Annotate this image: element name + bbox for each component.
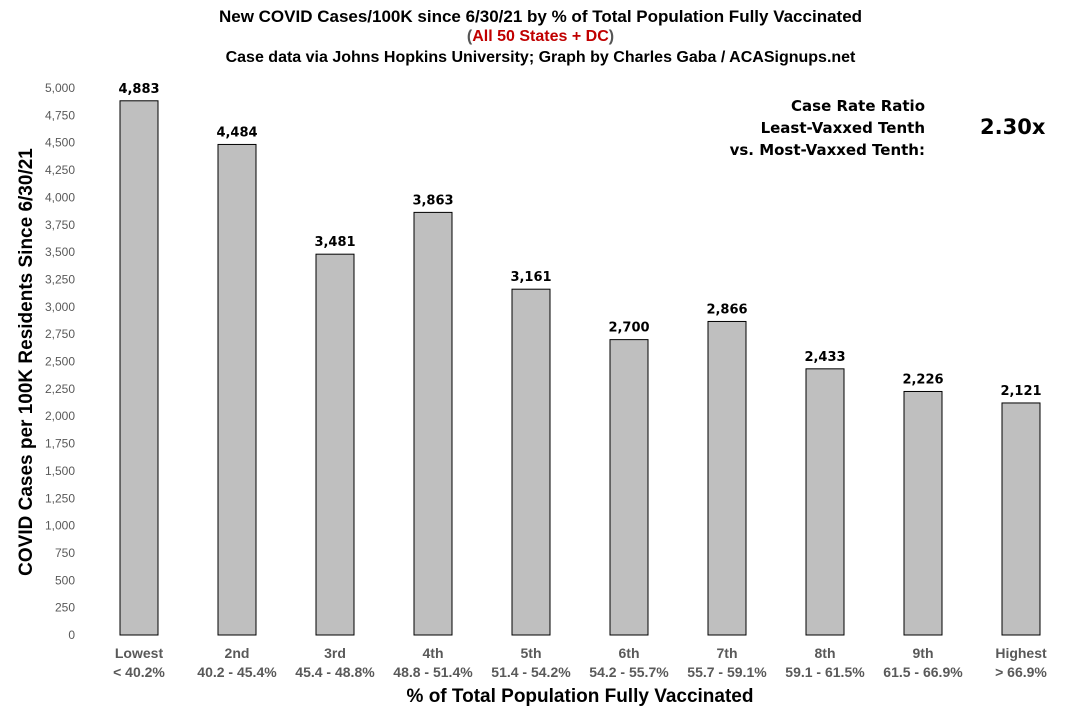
x-category-label: Lowest (115, 645, 164, 661)
y-axis-title: COVID Cases per 100K Residents Since 6/3… (16, 148, 37, 576)
subtitle-scope: All 50 States + DC (472, 28, 609, 45)
bar (119, 100, 159, 636)
y-tick-label: 2,500 (45, 355, 75, 369)
y-tick-label: 4,250 (45, 163, 75, 177)
chart-credit: Case data via Johns Hopkins University; … (225, 49, 856, 66)
x-axis-title: % of Total Population Fully Vaccinated (407, 686, 754, 707)
y-tick-label: 3,750 (45, 218, 75, 232)
x-category-label: 2nd (225, 645, 250, 661)
ratio-line-3: vs. Most-Vaxxed Tenth: (729, 141, 925, 159)
y-tick-label: 1,000 (45, 519, 75, 533)
data-label: 3,161 (510, 270, 551, 285)
x-category-label: 4th (423, 645, 444, 661)
y-tick-label: 2,000 (45, 409, 75, 423)
chart-title: New COVID Cases/100K since 6/30/21 by % … (218, 7, 863, 26)
ratio-description: Case Rate Ratio Least-Vaxxed Tenth vs. M… (730, 95, 925, 161)
y-axis-ticks: 0 250 500 750 1,000 1,250 1,500 1,750 2,000 2,250… (45, 81, 75, 642)
x-category-range: 51.4 - 54.2% (491, 664, 571, 680)
ratio-line-2: Least-Vaxxed Tenth (760, 119, 925, 137)
bar (217, 143, 257, 636)
y-tick-label: 1,500 (45, 464, 75, 478)
x-category-range: 55.7 - 59.1% (687, 664, 767, 680)
y-tick-label: 500 (55, 573, 75, 587)
y-tick-label: 1,750 (45, 437, 75, 451)
chart-header: New COVID Cases/100K since 6/30/21 by % … (0, 6, 1081, 68)
y-tick-label: 0 (68, 628, 75, 642)
subtitle-open-paren: ( (466, 28, 473, 45)
x-category-range: < 40.2% (113, 664, 165, 680)
bar (315, 253, 355, 636)
data-label: 4,484 (216, 125, 257, 140)
x-axis-categories: Lowest < 40.2% 2nd 40.2 - 45.4% 3rd 45.4 - 48… (113, 645, 1047, 680)
x-category-range: 45.4 - 48.8% (295, 664, 375, 680)
y-tick-label: 1,250 (45, 491, 75, 505)
y-tick-label: 2,250 (45, 382, 75, 396)
data-label: 3,481 (314, 235, 355, 250)
data-label: 2,121 (1000, 384, 1041, 399)
y-tick-label: 750 (55, 546, 75, 560)
bar (1001, 402, 1041, 636)
x-category-range: 40.2 - 45.4% (197, 664, 277, 680)
x-category-label: Highest (995, 645, 1047, 661)
bar (511, 288, 551, 636)
subtitle-close-paren: ) (608, 28, 615, 45)
data-label: 2,700 (608, 321, 649, 336)
data-label: 4,883 (118, 82, 159, 97)
x-category-range: > 66.9% (995, 664, 1047, 680)
y-tick-label: 3,250 (45, 272, 75, 286)
ratio-line-1: Case Rate Ratio (791, 97, 925, 115)
x-category-label: 9th (913, 645, 934, 661)
x-category-label: 5th (521, 645, 542, 661)
chart-subtitle: (All 50 States + DC) (0, 27, 1081, 47)
y-tick-label: 3,500 (45, 245, 75, 259)
y-tick-label: 3,000 (45, 300, 75, 314)
bars-group (119, 100, 1041, 636)
y-tick-label: 4,500 (45, 136, 75, 150)
x-category-range: 48.8 - 51.4% (393, 664, 473, 680)
y-tick-label: 4,750 (45, 108, 75, 122)
x-category-label: 7th (717, 645, 738, 661)
x-category-range: 59.1 - 61.5% (785, 664, 865, 680)
x-category-label: 6th (619, 645, 640, 661)
data-label: 2,433 (804, 350, 845, 365)
bar (805, 368, 845, 636)
y-tick-label: 250 (55, 601, 75, 615)
y-tick-label: 2,750 (45, 327, 75, 341)
x-category-range: 54.2 - 55.7% (589, 664, 669, 680)
y-tick-label: 5,000 (45, 81, 75, 95)
x-category-label: 8th (815, 645, 836, 661)
bar (413, 211, 453, 636)
x-category-range: 61.5 - 66.9% (883, 664, 963, 680)
y-tick-label: 4,000 (45, 190, 75, 204)
bar (609, 339, 649, 636)
x-category-label: 3rd (324, 645, 346, 661)
data-labels-group: 4,883 4,484 3,481 3,863 3,161 2,700 2,866 2,433… (118, 82, 1041, 399)
bar (903, 390, 943, 636)
data-label: 2,226 (902, 372, 943, 387)
bar (707, 320, 747, 636)
data-label: 3,863 (412, 193, 453, 208)
data-label: 2,866 (706, 302, 747, 317)
ratio-value: 2.30x (980, 115, 1046, 139)
